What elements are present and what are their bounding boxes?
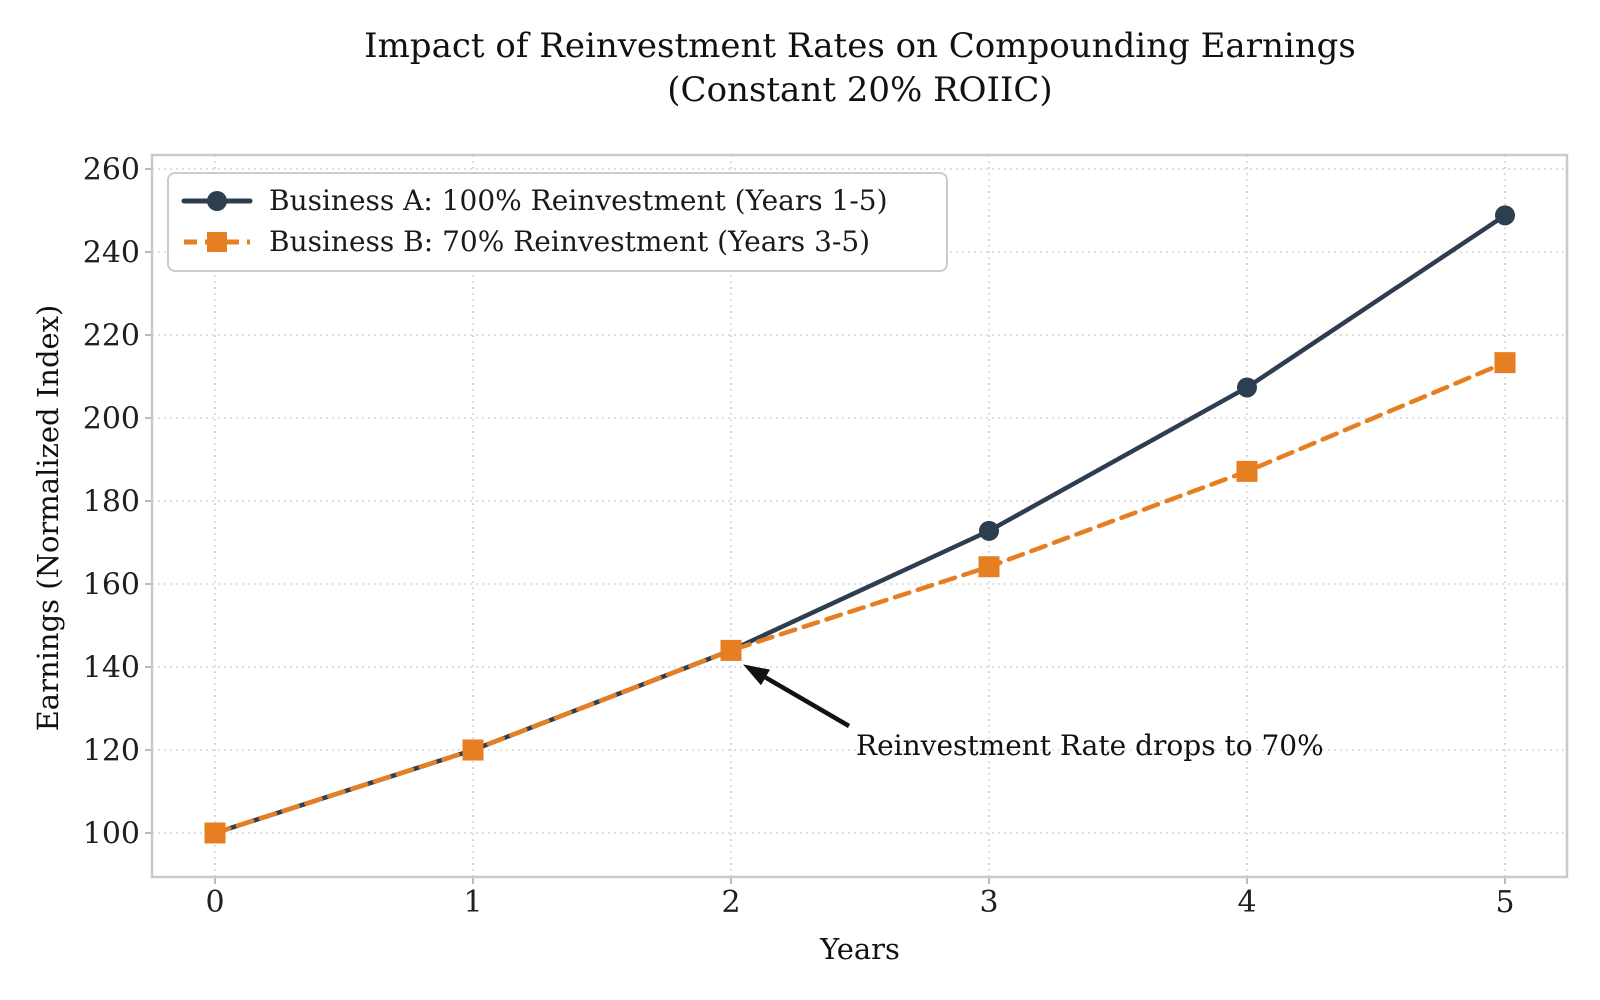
data-point-business-a	[1237, 377, 1257, 398]
y-tick-label: 260	[83, 153, 140, 188]
data-point-business-b	[1494, 352, 1516, 374]
data-point-business-a	[1495, 205, 1515, 226]
series-line-business-b	[212, 360, 1508, 836]
y-tick-label: 200	[83, 402, 140, 437]
annotation-arrow-head	[743, 664, 771, 686]
y-tick-label: 180	[83, 485, 140, 520]
chart-title-line1: Impact of Reinvestment Rates on Compound…	[364, 26, 1356, 66]
data-point-business-b	[720, 639, 742, 661]
x-tick-label: 5	[1495, 885, 1514, 920]
legend: Business A: 100% Reinvestment (Years 1-5…	[167, 172, 948, 272]
data-point-business-a	[979, 520, 999, 541]
y-axis-label: Earnings (Normalized Index)	[31, 304, 65, 732]
x-tick-label: 2	[721, 885, 740, 920]
legend-dash-square-icon	[184, 231, 250, 252]
data-point-business-b	[1236, 460, 1258, 482]
x-tick-label: 4	[1237, 885, 1256, 920]
x-tick-label: 0	[205, 885, 224, 920]
y-tick-label: 220	[83, 319, 140, 354]
legend-label-business-a: Business A: 100% Reinvestment (Years 1-5…	[269, 184, 888, 217]
legend-item-business-a: Business A: 100% Reinvestment (Years 1-5…	[181, 184, 930, 217]
legend-item-business-b: Business B: 70% Reinvestment (Years 3-5)	[181, 225, 930, 258]
x-tick-label: 1	[463, 885, 482, 920]
x-axis-label: Years	[820, 932, 900, 966]
y-tick-label: 140	[83, 651, 140, 686]
plot-border	[150, 153, 1569, 879]
y-tick-label: 240	[83, 236, 140, 271]
annotation-arrow-shaft	[764, 675, 851, 728]
y-tick-label: 120	[83, 734, 140, 769]
legend-line-circle-icon	[181, 190, 253, 211]
legend-label-business-b: Business B: 70% Reinvestment (Years 3-5)	[269, 225, 871, 258]
annotation-text: Reinvestment Rate drops to 70%	[856, 729, 1324, 762]
y-tick-label: 100	[83, 817, 140, 852]
data-point-business-b	[978, 556, 1000, 578]
chart-title: Impact of Reinvestment Rates on Compound…	[160, 24, 1560, 112]
x-tick-label: 3	[979, 885, 998, 920]
data-point-business-b	[204, 822, 226, 844]
chart-title-line2: (Constant 20% ROIIC)	[667, 70, 1053, 110]
data-point-business-b	[462, 739, 484, 761]
y-tick-label: 160	[83, 568, 140, 603]
